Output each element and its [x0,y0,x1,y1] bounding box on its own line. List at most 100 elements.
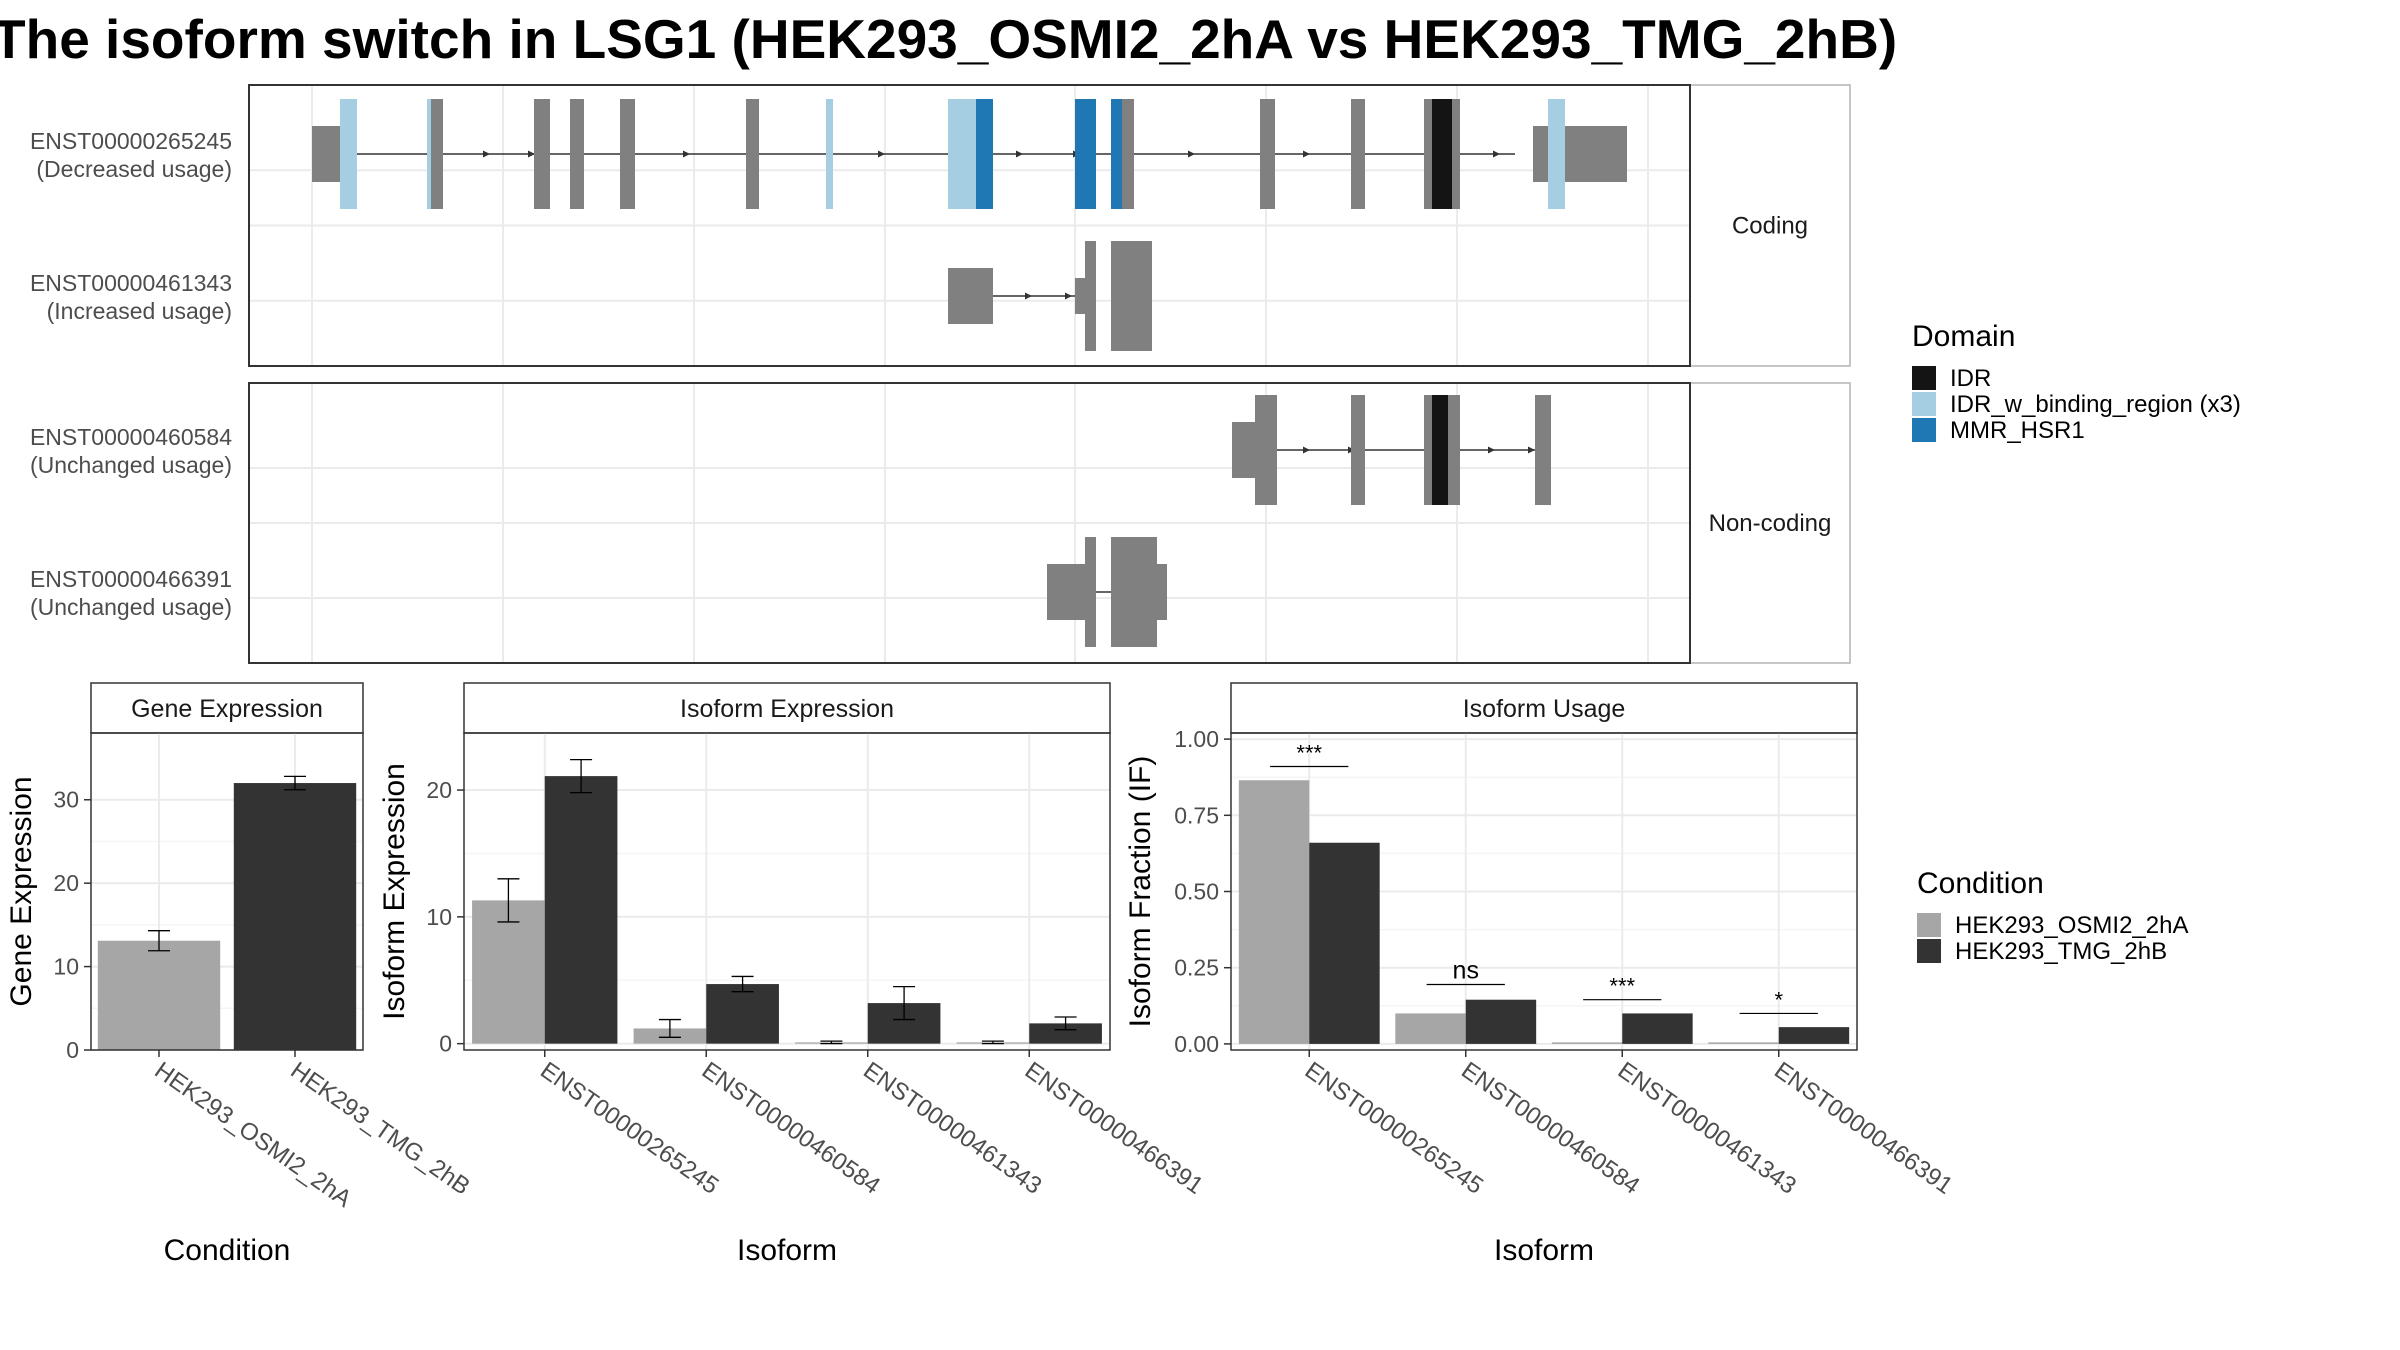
y-tick-label: 10 [426,904,452,930]
domain-IDR_w_binding_region [427,99,431,209]
x-tick-label: ENST00000265245 [535,1057,723,1200]
x-axis-title: Condition [164,1234,291,1267]
exon [1260,99,1275,209]
y-tick-label: 10 [53,954,79,980]
domain-legend-label: IDR [1950,365,1991,392]
bar [1551,1042,1623,1044]
domain-IDR [1432,99,1452,209]
bar [1465,999,1537,1044]
condition-legend-title: Condition [1917,867,2044,900]
panel-header-title: Isoform Expression [680,695,894,723]
panel-header-title: Gene Expression [131,695,323,723]
exon [1255,395,1277,505]
panel-header-title: Isoform Usage [1463,695,1626,723]
intron-arrow [1528,446,1535,454]
domain-IDR_w_binding_region [826,99,833,209]
domain-legend-swatch [1912,366,1936,390]
exon [746,99,759,209]
bar [544,776,618,1044]
facet-panel-border [248,84,1691,367]
transcript-usage-label: (Unchanged usage) [30,594,232,620]
transcript-id-label: ENST00000460584 [30,424,232,450]
transcript-usage-label: (Increased usage) [47,298,232,324]
panel-header [90,682,364,734]
condition-legend-swatch [1917,913,1941,937]
bar [1029,1023,1102,1044]
intron-arrow [1303,446,1310,454]
exon [948,268,993,324]
x-tick-label: ENST00000461343 [858,1057,1046,1200]
intron-arrow [483,150,490,158]
facet-strip [1689,84,1851,367]
y-tick-label: 0.25 [1174,955,1219,981]
bar [1622,1013,1693,1044]
bar [233,783,357,1050]
bar [472,900,545,1044]
transcript-usage-label: (Decreased usage) [36,156,232,182]
condition-legend-swatch [1917,939,1941,963]
transcript-id-label: ENST00000265245 [30,128,232,154]
x-axis-title: Isoform [737,1234,837,1267]
domain-legend-label: MMR_HSR1 [1950,417,2085,444]
transcript-id-label: ENST00000461343 [30,270,232,296]
domain-IDR_w_binding_region [948,99,976,209]
domain-legend-title: Domain [1912,320,2015,353]
exon [1533,126,1627,182]
plot-border [90,732,364,1051]
x-tick-label: ENST00000466391 [1020,1057,1208,1200]
exon [1232,422,1255,478]
domain-legend-swatch [1912,392,1936,416]
bar [1309,842,1380,1044]
panel-header [463,682,1111,734]
significance-label: ns [1453,956,1479,984]
x-axis-title: Isoform [1494,1234,1594,1267]
intron-arrow [878,150,885,158]
isoform-expression-chart: Isoform Expression01020ENST00000265245EN… [378,682,1208,1267]
transcript-id-label: ENST00000466391 [30,566,232,592]
exon [1351,99,1365,209]
transcript-row: ENST00000265245(Decreased usage) [30,99,1627,209]
exon [620,99,635,209]
significance-label: * [1774,987,1783,1012]
transcript-row: ENST00000460584(Unchanged usage) [30,395,1551,505]
panel-header [1230,682,1858,734]
facet-strip-label: Coding [1732,213,1808,240]
y-tick-label: 20 [53,870,79,896]
y-tick-label: 0.00 [1174,1031,1219,1057]
domain-IDR_w_binding_region [1548,99,1565,209]
intron-arrow [1303,150,1310,158]
domain-IDR_w_binding_region [340,99,357,209]
condition-legend-label: HEK293_TMG_2hB [1955,938,2167,965]
exon [1157,564,1167,620]
bar [97,940,221,1050]
isoform-usage-chart: Isoform Usage***ns****0.000.250.500.751.… [1124,682,1958,1267]
y-tick-label: 0 [439,1031,452,1057]
intron-arrow [683,150,690,158]
exon [312,126,340,182]
exon [1111,241,1152,351]
transcript-row: ENST00000466391(Unchanged usage) [30,537,1167,647]
domain-MMR_HSR1 [976,99,993,209]
exon [1535,395,1551,505]
condition-legend-label: HEK293_OSMI2_2hA [1955,912,2188,939]
exon [1085,537,1096,647]
exon [534,99,550,209]
bar [1708,1042,1779,1044]
significance-label: *** [1609,974,1635,999]
facet-strip [1689,382,1851,664]
y-tick-label: 30 [53,787,79,813]
facet-panel-border [248,382,1691,664]
intron-arrow [528,150,535,158]
intron-arrow [1065,292,1072,300]
exon [1075,278,1085,314]
domain-legend-swatch [1912,418,1936,442]
domain-MMR_HSR1 [1111,99,1122,209]
figure-title: The isoform switch in LSG1 (HEK293_OSMI2… [0,8,1897,70]
exon [1047,564,1085,620]
